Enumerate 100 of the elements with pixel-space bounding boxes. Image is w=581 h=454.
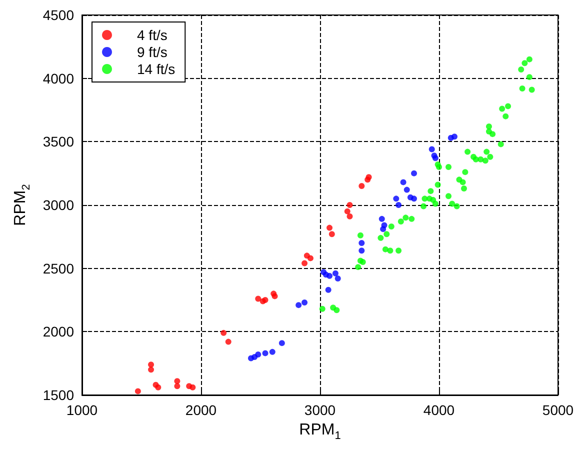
point bbox=[411, 196, 418, 202]
point bbox=[269, 348, 276, 355]
x-tick-label: 3000 bbox=[304, 402, 336, 418]
point bbox=[484, 148, 490, 155]
point bbox=[378, 216, 385, 222]
point bbox=[296, 302, 302, 308]
point bbox=[432, 155, 438, 162]
point bbox=[148, 362, 154, 368]
point bbox=[486, 123, 492, 130]
x-tick-label: 5000 bbox=[542, 402, 574, 418]
point bbox=[346, 202, 353, 208]
legend-label: 4 ft/s bbox=[137, 27, 168, 43]
point bbox=[400, 179, 406, 186]
point bbox=[434, 161, 441, 168]
point bbox=[134, 388, 141, 394]
y-tick-label: 1500 bbox=[42, 387, 74, 403]
point bbox=[449, 200, 456, 207]
point bbox=[387, 248, 394, 254]
point bbox=[446, 164, 452, 170]
point bbox=[334, 275, 341, 282]
point bbox=[428, 188, 434, 194]
point bbox=[174, 378, 180, 384]
point bbox=[358, 183, 365, 189]
point bbox=[278, 340, 285, 346]
point bbox=[381, 222, 388, 228]
point bbox=[302, 260, 308, 266]
point bbox=[328, 231, 335, 238]
y-tick-label: 4500 bbox=[42, 7, 74, 23]
point bbox=[402, 214, 409, 221]
point bbox=[319, 306, 326, 312]
y-tick-label: 2000 bbox=[42, 324, 74, 340]
point bbox=[326, 272, 333, 279]
y-tick-label: 3500 bbox=[42, 134, 74, 150]
point bbox=[388, 224, 394, 230]
point bbox=[460, 186, 467, 192]
point bbox=[518, 66, 524, 72]
point bbox=[451, 134, 458, 140]
point bbox=[302, 300, 308, 306]
y-tick-label: 2500 bbox=[42, 260, 74, 276]
point bbox=[428, 146, 435, 152]
legend-label: 14 ft/s bbox=[137, 61, 176, 77]
point bbox=[360, 259, 366, 265]
point bbox=[155, 384, 162, 390]
x-tick-label: 2000 bbox=[185, 402, 217, 418]
y-tick-label: 3000 bbox=[42, 197, 74, 213]
point bbox=[487, 154, 494, 160]
point bbox=[490, 131, 496, 138]
point bbox=[344, 208, 350, 214]
point bbox=[325, 286, 332, 293]
point bbox=[411, 170, 418, 176]
point bbox=[446, 193, 452, 200]
point bbox=[420, 203, 427, 210]
point bbox=[225, 338, 232, 345]
point bbox=[148, 366, 154, 373]
point bbox=[519, 85, 526, 92]
point bbox=[396, 202, 402, 208]
point bbox=[326, 224, 333, 231]
point bbox=[355, 264, 362, 270]
y-tick-label: 4000 bbox=[42, 70, 74, 86]
point bbox=[396, 248, 402, 254]
point bbox=[498, 141, 504, 148]
point bbox=[378, 234, 384, 241]
point bbox=[462, 169, 468, 176]
point bbox=[482, 158, 488, 164]
point bbox=[464, 148, 471, 155]
point bbox=[505, 103, 512, 110]
point bbox=[220, 330, 227, 336]
x-tick-label: 1000 bbox=[66, 402, 98, 418]
y-axis-title: RPM2 bbox=[12, 184, 32, 226]
point bbox=[502, 113, 509, 120]
point bbox=[460, 179, 466, 186]
point bbox=[255, 351, 262, 358]
point bbox=[454, 203, 460, 210]
point bbox=[332, 270, 338, 276]
point bbox=[499, 106, 506, 112]
point bbox=[470, 154, 477, 160]
point bbox=[404, 186, 410, 193]
point bbox=[432, 200, 438, 207]
legend-label: 9 ft/s bbox=[137, 44, 168, 60]
point bbox=[366, 174, 372, 180]
point bbox=[434, 182, 441, 188]
point bbox=[478, 156, 484, 162]
point bbox=[346, 213, 353, 220]
point bbox=[190, 384, 196, 390]
point bbox=[262, 350, 268, 356]
point bbox=[262, 297, 268, 303]
x-tick-label: 4000 bbox=[423, 402, 455, 418]
point bbox=[393, 196, 400, 202]
point bbox=[528, 86, 535, 93]
point bbox=[358, 240, 365, 246]
point bbox=[526, 56, 532, 62]
point bbox=[272, 293, 278, 300]
point bbox=[526, 74, 532, 80]
point bbox=[384, 231, 390, 238]
point bbox=[334, 307, 340, 314]
point bbox=[358, 248, 365, 254]
point bbox=[255, 296, 262, 302]
point bbox=[398, 218, 404, 224]
point bbox=[408, 216, 415, 222]
point bbox=[357, 232, 364, 238]
